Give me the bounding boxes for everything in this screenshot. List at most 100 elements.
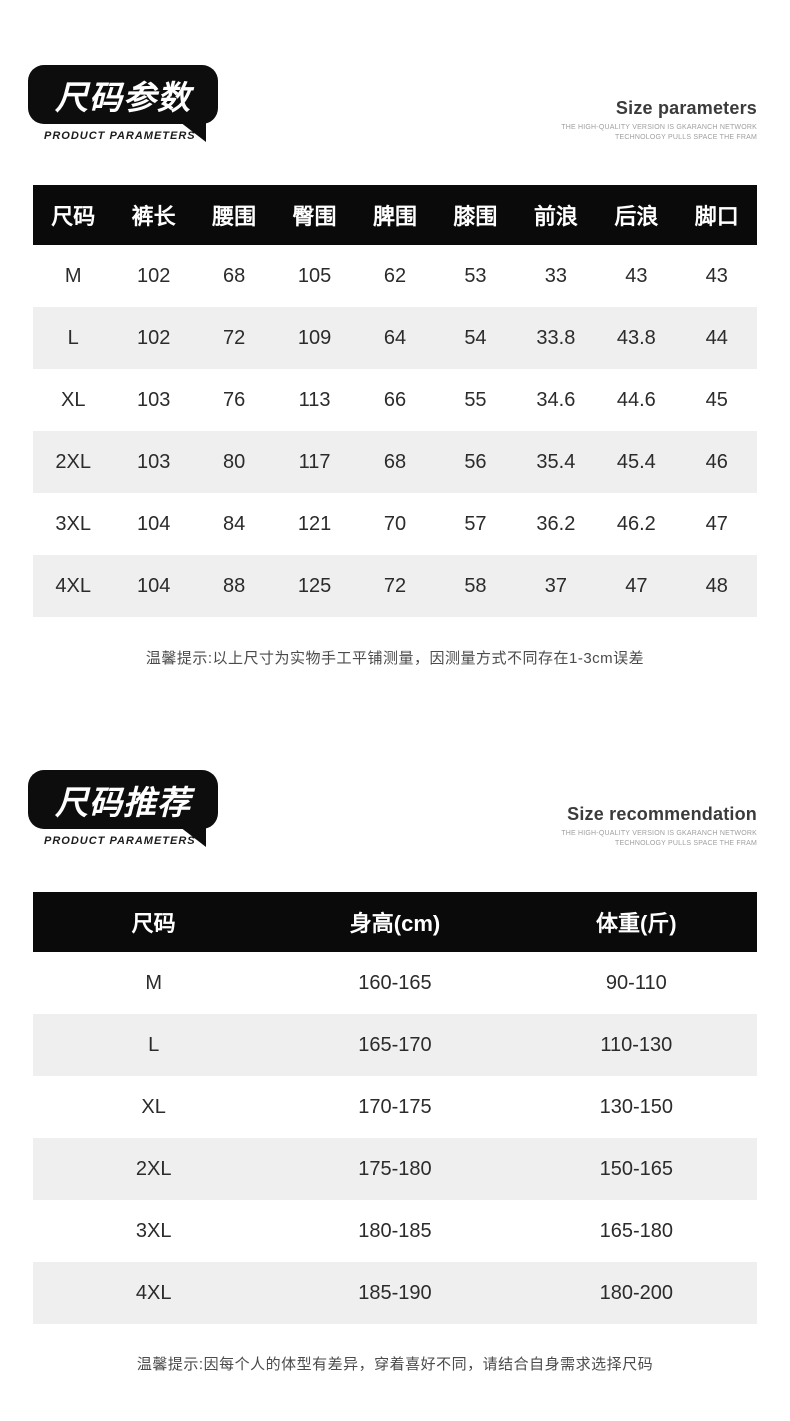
speech-bubble: 尺码推荐 bbox=[28, 770, 218, 847]
table-row: M 102 68 105 62 53 33 43 43 bbox=[33, 245, 757, 307]
table-cell: 175-180 bbox=[358, 1157, 432, 1180]
english-subtext-line2: TECHNOLOGY PULLS SPACE THE FRAM bbox=[615, 134, 757, 142]
table-row: L 165-170 110-130 bbox=[33, 1014, 757, 1076]
table-header-row: 尺码 身高(cm) 体重(斤) bbox=[33, 892, 757, 952]
table-cell: XL bbox=[141, 1095, 166, 1118]
table-cell: 113 bbox=[298, 388, 331, 411]
table-cell: 34.6 bbox=[536, 388, 576, 411]
table-cell: 53 bbox=[464, 264, 487, 287]
column-header: 膝围 bbox=[453, 204, 498, 229]
table-cell: 57 bbox=[464, 512, 487, 535]
table-cell: 185-190 bbox=[358, 1281, 432, 1304]
column-header: 腰围 bbox=[212, 204, 257, 229]
table-cell: 102 bbox=[136, 264, 171, 287]
table-cell: 55 bbox=[464, 388, 487, 411]
table-cell: L bbox=[148, 1033, 160, 1056]
size-recommendation-badge: 尺码推荐 PRODUCT PARAMETERS bbox=[28, 770, 218, 847]
table-cell: 45 bbox=[705, 388, 728, 411]
table-cell: 37 bbox=[544, 574, 567, 597]
badge-subtitle: PRODUCT PARAMETERS bbox=[44, 835, 196, 847]
english-subtext: THE HIGH-QUALITY VERSION IS GKARANCH NET… bbox=[561, 829, 757, 849]
table-cell: 104 bbox=[136, 574, 171, 597]
table-cell: 4XL bbox=[55, 574, 92, 597]
english-subtext-line1: THE HIGH-QUALITY VERSION IS GKARANCH NET… bbox=[561, 830, 757, 837]
badge-subtitle: PRODUCT PARAMETERS bbox=[44, 130, 196, 142]
table-cell: 180-200 bbox=[599, 1281, 674, 1304]
table-cell: 46.2 bbox=[616, 512, 656, 535]
table-cell: 110-130 bbox=[600, 1033, 673, 1056]
table-cell: 64 bbox=[383, 326, 407, 349]
table-cell: 165-170 bbox=[358, 1033, 432, 1056]
table-row: XL 170-175 130-150 bbox=[33, 1076, 757, 1138]
table-cell: 48 bbox=[705, 574, 728, 597]
table-cell: 121 bbox=[297, 512, 332, 535]
table-cell: 45.4 bbox=[616, 450, 656, 473]
column-header: 裤长 bbox=[131, 204, 176, 229]
speech-bubble: 尺码参数 bbox=[28, 65, 218, 142]
table-cell: 43 bbox=[705, 264, 728, 287]
section-english-heading: Size parameters THE HIGH-QUALITY VERSION… bbox=[561, 98, 757, 143]
size-parameters-badge: 尺码参数 PRODUCT PARAMETERS bbox=[28, 65, 218, 142]
table-cell: 180-185 bbox=[358, 1219, 432, 1242]
table-cell: 3XL bbox=[55, 512, 92, 535]
table-row: M 160-165 90-110 bbox=[33, 952, 757, 1014]
table-cell: 104 bbox=[136, 512, 171, 535]
table-cell: 3XL bbox=[135, 1219, 172, 1242]
column-header: 身高(cm) bbox=[349, 911, 441, 936]
table-cell: 125 bbox=[297, 574, 332, 597]
table-cell: L bbox=[67, 326, 79, 349]
english-subtext-line1: THE HIGH-QUALITY VERSION IS GKARANCH NET… bbox=[561, 124, 757, 131]
english-subtext: THE HIGH-QUALITY VERSION IS GKARANCH NET… bbox=[561, 123, 757, 143]
table-cell: 58 bbox=[464, 574, 487, 597]
table-cell: 44.6 bbox=[616, 388, 656, 411]
table-row: 4XL 104 88 125 72 58 37 47 48 bbox=[33, 555, 757, 617]
table-row: 3XL 104 84 121 70 57 36.2 46.2 47 bbox=[33, 493, 757, 555]
table-cell: M bbox=[145, 971, 162, 994]
column-header: 后浪 bbox=[614, 204, 659, 229]
table-cell: 62 bbox=[383, 264, 407, 287]
table-cell: 2XL bbox=[135, 1157, 172, 1180]
table-cell: 170-175 bbox=[358, 1095, 432, 1118]
table-cell: 68 bbox=[222, 264, 246, 287]
table-cell: 109 bbox=[297, 326, 332, 349]
table-cell: 47 bbox=[625, 574, 648, 597]
table-row: 2XL 175-180 150-165 bbox=[33, 1138, 757, 1200]
measurement-note: 温馨提示:以上尺寸为实物手工平铺测量，因测量方式不同存在1-3cm误差 bbox=[145, 650, 645, 667]
table-cell: 43.8 bbox=[616, 326, 656, 349]
table-row: XL 103 76 113 66 55 34.6 44.6 45 bbox=[33, 369, 757, 431]
column-header: 前浪 bbox=[533, 204, 578, 229]
table-cell: 56 bbox=[464, 450, 487, 473]
table-cell: 44 bbox=[705, 326, 728, 349]
table-row: 4XL 185-190 180-200 bbox=[33, 1262, 757, 1324]
selection-note: 温馨提示:因每个人的体型有差异，穿着喜好不同，请结合自身需求选择尺码 bbox=[136, 1356, 654, 1373]
table-cell: 33 bbox=[544, 264, 567, 287]
table-cell: 80 bbox=[222, 450, 246, 473]
speech-bubble-tail-icon bbox=[180, 827, 206, 847]
table-cell: 54 bbox=[464, 326, 487, 349]
table-cell: 130-150 bbox=[599, 1095, 674, 1118]
column-header: 脚口 bbox=[694, 204, 739, 229]
column-header: 尺码 bbox=[131, 911, 176, 936]
table-cell: 88 bbox=[222, 574, 246, 597]
badge-title: 尺码参数 bbox=[55, 78, 191, 116]
table-cell: 36.2 bbox=[536, 512, 576, 535]
size-parameters-table: 尺码 裤长 腰围 臀围 脾围 膝围 前浪 后浪 脚口 M 102 68 105 62 53 33 43 43 L 10… bbox=[33, 185, 757, 617]
speech-bubble-tail-icon bbox=[180, 122, 206, 142]
table-cell: 165-180 bbox=[599, 1219, 674, 1242]
section-english-heading: Size recommendation THE HIGH-QUALITY VER… bbox=[561, 804, 757, 849]
table-cell: 150-165 bbox=[599, 1157, 674, 1180]
table-cell: 33.8 bbox=[536, 326, 576, 349]
badge-title: 尺码推荐 bbox=[55, 783, 191, 821]
column-header: 臀围 bbox=[292, 204, 337, 229]
table-cell: 76 bbox=[222, 388, 246, 411]
table-header-row: 尺码 裤长 腰围 臀围 脾围 膝围 前浪 后浪 脚口 bbox=[33, 185, 757, 245]
english-title: Size recommendation bbox=[567, 804, 757, 824]
table-cell: 47 bbox=[705, 512, 728, 535]
table-cell: 117 bbox=[298, 450, 331, 473]
column-header: 尺码 bbox=[51, 204, 96, 229]
table-row: L 102 72 109 64 54 33.8 43.8 44 bbox=[33, 307, 757, 369]
table-cell: 46 bbox=[705, 450, 728, 473]
table-cell: 102 bbox=[136, 326, 171, 349]
table-cell: 2XL bbox=[55, 450, 92, 473]
